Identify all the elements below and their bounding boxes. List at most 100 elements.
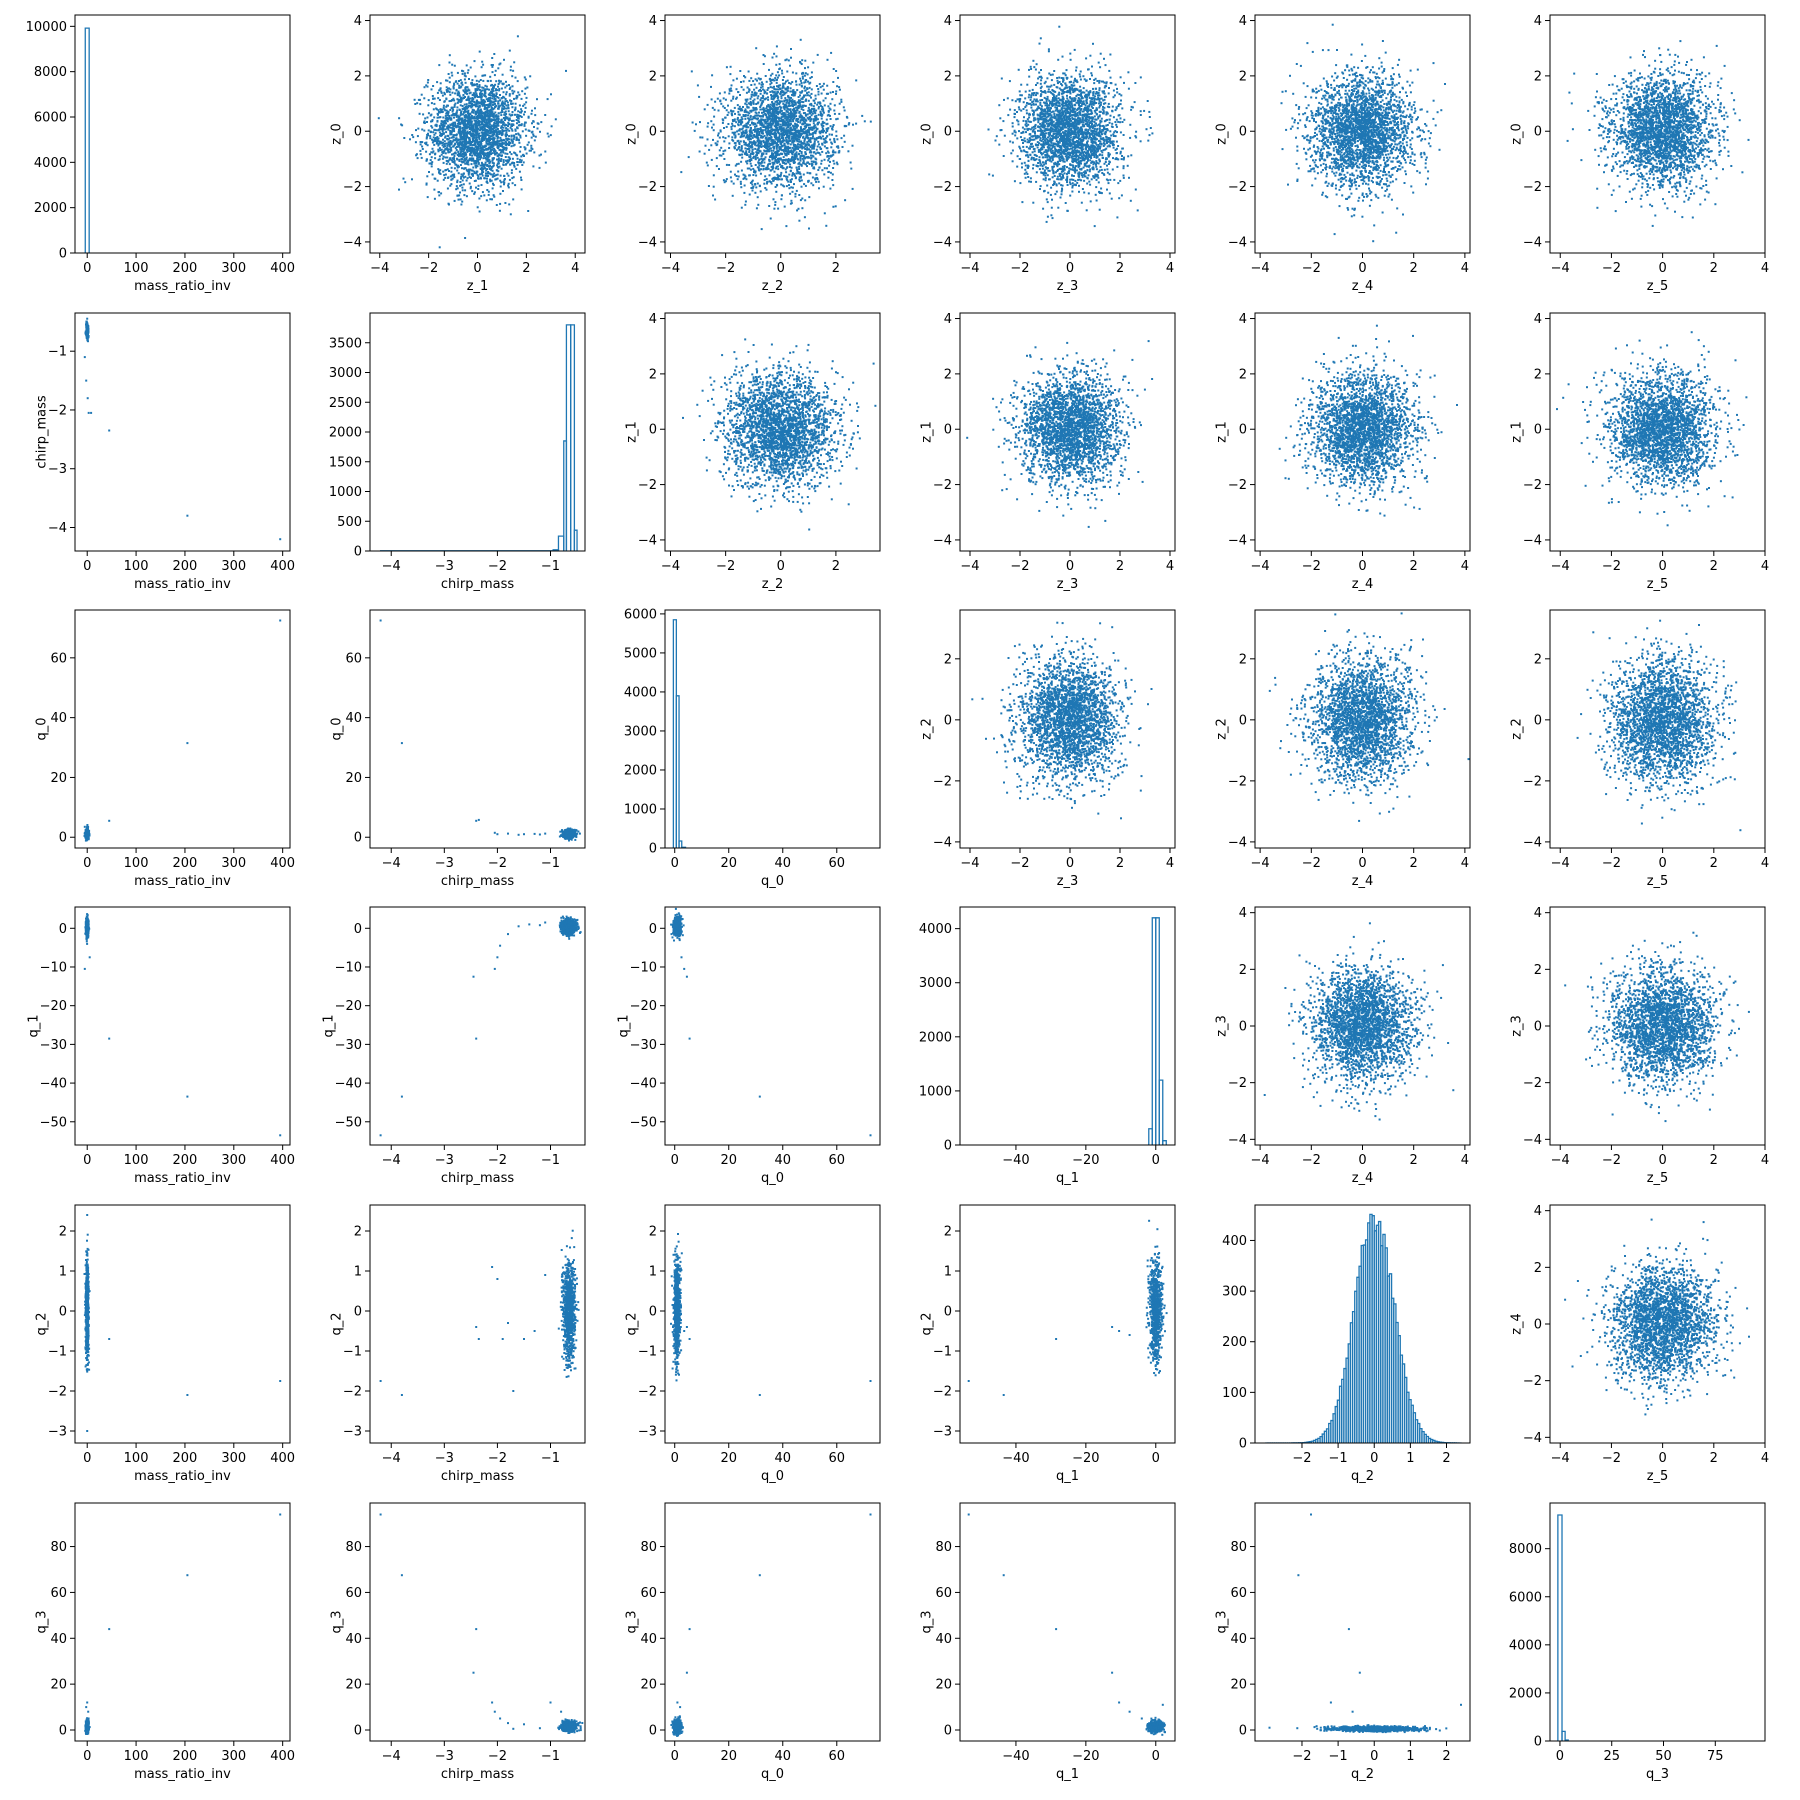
scatter-point: [737, 91, 740, 94]
scatter-point: [459, 136, 462, 139]
scatter-point: [737, 129, 740, 132]
scatter-point: [482, 171, 485, 174]
scatter-point: [801, 197, 804, 200]
scatter-point: [760, 128, 762, 131]
x-tick-label: 400: [270, 261, 295, 276]
scatter-point: [751, 150, 754, 153]
scatter-point: [496, 169, 499, 172]
scatter-point: [458, 84, 461, 87]
scatter-point: [516, 157, 519, 160]
scatter-point: [756, 196, 759, 199]
scatter-point: [800, 164, 803, 167]
scatter-point: [481, 140, 483, 142]
scatter-point: [525, 134, 528, 137]
scatter-point: [760, 160, 763, 163]
scatter-point: [793, 156, 796, 159]
scatter-point: [503, 178, 506, 180]
scatter-point: [799, 99, 802, 102]
scatter-point: [439, 108, 442, 111]
scatter-point: [793, 135, 796, 138]
scatter-point: [469, 100, 472, 103]
scatter-point: [431, 126, 434, 129]
scatter-point: [749, 109, 752, 112]
scatter-point: [492, 136, 495, 139]
scatter-point: [775, 122, 778, 125]
scatter-point: [772, 153, 775, 156]
scatter-point: [490, 124, 493, 127]
scatter-point: [813, 115, 816, 118]
scatter-point: [481, 151, 484, 154]
scatter-point: [494, 150, 497, 153]
scatter-point: [838, 102, 841, 105]
scatter-point: [794, 102, 797, 105]
scatter-point: [483, 138, 485, 141]
scatter-point: [495, 88, 498, 91]
scatter-point: [732, 79, 735, 82]
scatter-point: [450, 71, 453, 74]
scatter-point: [503, 113, 506, 116]
scatter-point: [460, 203, 463, 206]
scatter-point: [461, 83, 464, 86]
scatter-point: [750, 126, 752, 129]
scatter-point: [506, 152, 509, 155]
scatter-point: [467, 117, 470, 120]
scatter-point: [789, 109, 792, 111]
scatter-point: [718, 168, 720, 170]
scatter-point: [754, 91, 757, 94]
scatter-point: [805, 133, 808, 136]
scatter-point: [509, 65, 512, 68]
scatter-point: [497, 166, 500, 169]
scatter-point: [525, 152, 528, 155]
scatter-point: [483, 108, 486, 110]
scatter-point: [451, 74, 454, 77]
scatter-point: [778, 119, 781, 122]
scatter-point: [776, 108, 779, 111]
scatter-point: [463, 124, 466, 127]
scatter-point: [821, 121, 824, 124]
scatter-point: [428, 162, 431, 165]
scatter-point: [481, 89, 484, 92]
scatter-point: [484, 131, 487, 134]
scatter-point: [485, 199, 488, 202]
scatter-point: [496, 141, 499, 144]
scatter-point: [494, 125, 497, 127]
scatter-point: [470, 82, 473, 85]
scatter-point: [737, 139, 740, 142]
scatter-point: [799, 105, 802, 108]
scatter-point: [445, 98, 448, 101]
scatter-point: [743, 110, 746, 113]
scatter-point: [511, 106, 514, 109]
scatter-point: [495, 174, 498, 177]
y-tick-label: 4: [354, 14, 362, 29]
scatter-point: [436, 116, 439, 119]
scatter-point: [769, 103, 772, 106]
scatter-point: [771, 86, 774, 89]
scatter-point: [471, 154, 474, 157]
scatter-point: [493, 172, 496, 175]
scatter-point: [777, 88, 780, 91]
scatter-point: [797, 207, 800, 210]
scatter-point: [477, 184, 480, 187]
scatter-point: [706, 125, 709, 128]
scatter-point: [762, 115, 764, 118]
scatter-point: [808, 227, 810, 230]
scatter-point: [779, 93, 782, 96]
scatter-point: [519, 150, 522, 153]
scatter-point: [469, 66, 472, 69]
scatter-point: [452, 86, 455, 89]
scatter-point: [465, 64, 468, 67]
scatter-point: [454, 102, 457, 105]
scatter-point: [719, 100, 722, 103]
scatter-point: [699, 136, 702, 139]
scatter-point: [706, 103, 709, 106]
scatter-point: [767, 137, 770, 140]
scatter-point: [771, 177, 774, 180]
scatter-point: [770, 149, 773, 152]
scatter-point: [757, 147, 760, 150]
scatter-point: [483, 155, 486, 158]
scatter-point: [520, 110, 523, 113]
scatter-point: [728, 89, 731, 92]
scatter-point: [463, 132, 466, 135]
scatter-point: [783, 152, 786, 155]
scatter-point: [431, 119, 434, 121]
